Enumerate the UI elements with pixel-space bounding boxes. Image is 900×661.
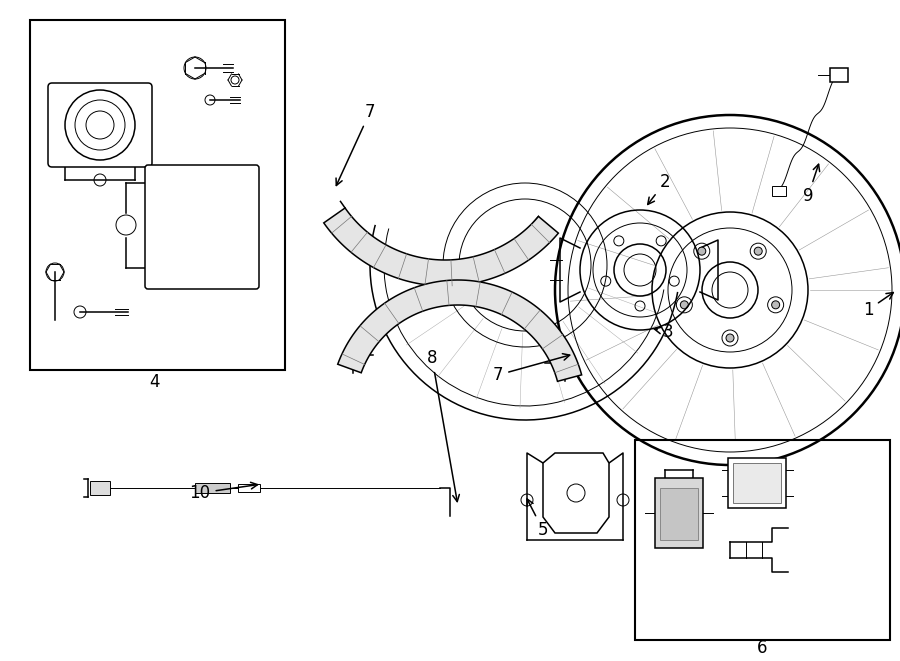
Text: 10: 10 [189, 483, 257, 502]
Text: 2: 2 [648, 173, 670, 204]
Bar [195, 483, 230, 493]
Bar [830, 68, 848, 82]
Text: 4: 4 [149, 373, 160, 391]
Circle shape [771, 301, 779, 309]
Circle shape [754, 247, 762, 255]
FancyBboxPatch shape [145, 165, 259, 289]
Polygon shape [338, 280, 581, 381]
Text: 1: 1 [863, 293, 894, 319]
Text: 7: 7 [336, 103, 375, 186]
Bar [238, 484, 260, 492]
Bar [660, 488, 698, 540]
Bar [772, 186, 786, 196]
Text: 3: 3 [654, 323, 673, 341]
Polygon shape [324, 208, 558, 286]
Polygon shape [543, 453, 609, 533]
Circle shape [726, 334, 734, 342]
Circle shape [680, 301, 688, 309]
Bar [30, 20, 285, 370]
Bar [655, 478, 703, 548]
FancyBboxPatch shape [48, 83, 152, 167]
Text: 5: 5 [527, 499, 548, 539]
Bar [635, 440, 890, 640]
Text: 7: 7 [493, 354, 570, 384]
Circle shape [698, 247, 706, 255]
Bar [728, 458, 786, 508]
Text: 8: 8 [427, 349, 459, 502]
Bar [733, 463, 781, 503]
Text: 6: 6 [757, 639, 767, 657]
Bar [90, 481, 110, 495]
Text: 9: 9 [803, 164, 820, 205]
